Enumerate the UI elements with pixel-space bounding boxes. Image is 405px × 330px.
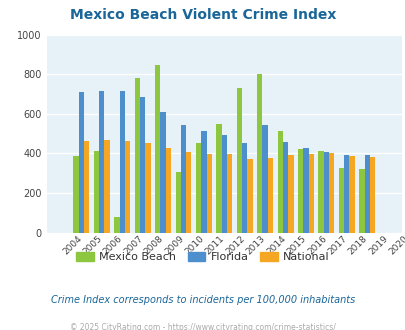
Text: © 2025 CityRating.com - https://www.cityrating.com/crime-statistics/: © 2025 CityRating.com - https://www.city… bbox=[70, 323, 335, 330]
Bar bbox=[216, 124, 221, 233]
Bar bbox=[79, 92, 84, 233]
Bar bbox=[338, 168, 343, 233]
Bar bbox=[201, 131, 206, 233]
Bar bbox=[241, 143, 247, 233]
Bar bbox=[267, 158, 273, 233]
Bar bbox=[277, 131, 282, 233]
Bar bbox=[364, 155, 369, 233]
Text: Crime Index corresponds to incidents per 100,000 inhabitants: Crime Index corresponds to incidents per… bbox=[51, 295, 354, 305]
Bar bbox=[221, 135, 226, 233]
Bar bbox=[262, 125, 267, 233]
Bar bbox=[134, 78, 140, 233]
Bar bbox=[145, 143, 150, 233]
Bar bbox=[94, 151, 99, 233]
Bar bbox=[125, 141, 130, 233]
Bar bbox=[119, 91, 125, 233]
Bar bbox=[303, 148, 308, 233]
Bar bbox=[226, 154, 232, 233]
Bar bbox=[308, 154, 313, 233]
Bar bbox=[297, 149, 303, 233]
Bar bbox=[99, 91, 104, 233]
Bar bbox=[256, 74, 262, 233]
Bar bbox=[114, 217, 119, 233]
Bar bbox=[282, 142, 288, 233]
Bar bbox=[140, 97, 145, 233]
Bar bbox=[236, 88, 241, 233]
Bar bbox=[323, 152, 328, 233]
Text: Mexico Beach Violent Crime Index: Mexico Beach Violent Crime Index bbox=[70, 8, 335, 22]
Bar bbox=[247, 159, 252, 233]
Bar bbox=[343, 155, 349, 233]
Bar bbox=[165, 148, 171, 233]
Bar bbox=[318, 151, 323, 233]
Bar bbox=[369, 157, 374, 233]
Bar bbox=[175, 172, 180, 233]
Bar bbox=[196, 143, 201, 233]
Bar bbox=[160, 112, 165, 233]
Bar bbox=[288, 155, 293, 233]
Bar bbox=[349, 156, 354, 233]
Bar bbox=[206, 154, 211, 233]
Bar bbox=[155, 65, 160, 233]
Legend: Mexico Beach, Florida, National: Mexico Beach, Florida, National bbox=[71, 248, 334, 267]
Bar bbox=[84, 141, 89, 233]
Bar bbox=[328, 153, 334, 233]
Bar bbox=[185, 152, 191, 233]
Bar bbox=[73, 156, 79, 233]
Bar bbox=[104, 140, 109, 233]
Bar bbox=[180, 125, 185, 233]
Bar bbox=[358, 169, 364, 233]
